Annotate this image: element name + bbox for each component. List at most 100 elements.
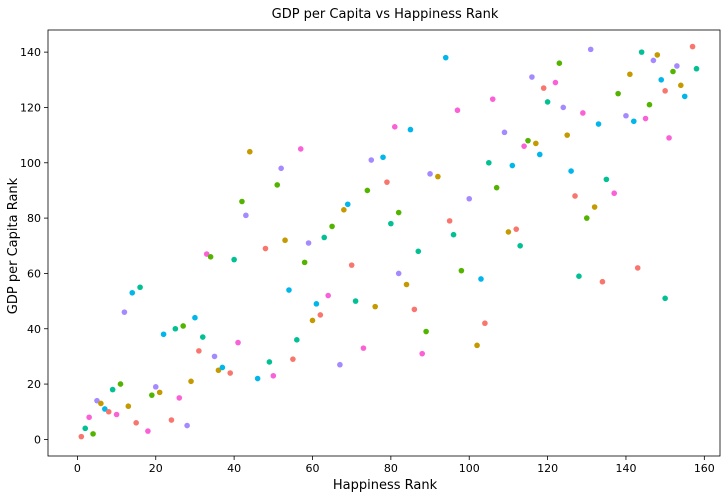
data-point — [403, 281, 410, 288]
x-tick-label: 0 — [74, 462, 81, 475]
data-point — [391, 124, 398, 130]
data-point — [474, 342, 480, 349]
data-point — [286, 287, 292, 293]
y-tick-label: 140 — [20, 46, 41, 59]
data-point — [317, 312, 324, 318]
data-point — [352, 298, 359, 304]
data-point — [282, 237, 288, 244]
data-point — [82, 425, 89, 432]
data-point — [211, 353, 218, 360]
data-point — [576, 273, 582, 279]
data-point — [509, 162, 516, 169]
x-tick-label: 80 — [384, 462, 398, 475]
data-point — [149, 392, 155, 398]
data-point — [486, 159, 492, 166]
data-point — [501, 129, 508, 136]
data-point — [196, 348, 202, 354]
data-point — [646, 101, 653, 108]
data-point — [290, 356, 296, 362]
data-point — [650, 57, 657, 64]
data-point — [560, 104, 567, 111]
x-tick-label: 20 — [149, 462, 163, 475]
data-point — [243, 212, 249, 219]
data-point — [176, 395, 183, 401]
data-point — [689, 43, 696, 50]
data-point — [160, 331, 167, 338]
y-tick-label: 100 — [20, 157, 41, 170]
data-point — [583, 215, 590, 221]
data-point — [305, 240, 312, 246]
data-point — [117, 381, 124, 387]
data-point — [109, 386, 116, 393]
data-point — [591, 204, 598, 210]
x-axis-title: Happiness Rank — [333, 478, 438, 493]
data-point — [458, 267, 465, 274]
y-tick-label: 120 — [20, 101, 41, 114]
data-point — [427, 171, 433, 177]
data-point — [368, 157, 375, 163]
data-point — [168, 417, 175, 423]
data-point — [266, 359, 273, 365]
data-point — [380, 154, 386, 161]
data-point — [536, 151, 543, 158]
data-point — [309, 317, 316, 324]
data-point — [556, 60, 563, 66]
data-point — [94, 397, 100, 404]
plot-area: 0 20 40 60 80 100 120 140 160 0 20 40 60 80 100 120 140 — [20, 29, 721, 475]
data-point — [529, 74, 535, 80]
data-point — [666, 135, 672, 141]
data-point — [184, 422, 190, 429]
plot-frame — [47, 29, 721, 457]
data-point — [145, 428, 151, 434]
data-point — [102, 406, 108, 412]
data-point — [454, 107, 461, 114]
data-point — [521, 143, 527, 149]
data-point — [313, 301, 320, 307]
data-point — [587, 46, 594, 53]
data-point — [595, 121, 602, 127]
data-point — [693, 65, 700, 72]
data-point — [98, 400, 104, 407]
data-point — [348, 262, 355, 268]
data-point — [203, 251, 210, 257]
data-point — [505, 229, 512, 235]
data-point — [341, 207, 347, 213]
data-point — [446, 218, 453, 224]
data-point — [395, 209, 402, 216]
data-point — [615, 90, 621, 97]
data-point — [274, 182, 281, 188]
data-point — [329, 223, 335, 230]
data-point — [658, 76, 665, 83]
data-point — [325, 292, 331, 299]
data-point — [227, 370, 234, 376]
data-point — [90, 431, 96, 437]
data-point — [364, 187, 371, 194]
chart-title: GDP per Capita vs Happiness Rank — [272, 7, 499, 22]
x-tick-label: 100 — [459, 462, 480, 475]
data-point — [113, 411, 120, 418]
data-point — [642, 115, 649, 122]
data-point — [192, 314, 198, 321]
data-point — [105, 408, 112, 415]
data-point — [301, 259, 308, 266]
data-point — [568, 168, 574, 174]
data-point — [337, 361, 343, 368]
data-point — [395, 270, 402, 277]
y-axis-title: GDP per Capita Rank — [6, 177, 21, 314]
y-tick-label: 60 — [27, 267, 41, 280]
data-point — [199, 334, 206, 340]
data-point — [517, 242, 523, 249]
data-point — [137, 284, 143, 291]
data-point — [270, 372, 277, 379]
data-point — [482, 320, 488, 327]
data-point — [235, 339, 241, 346]
x-tick-label: 160 — [694, 462, 715, 475]
data-point — [466, 195, 473, 202]
data-point — [603, 176, 610, 183]
x-tick-label: 40 — [227, 462, 241, 475]
data-point — [180, 323, 186, 329]
data-point — [662, 295, 668, 302]
data-point — [611, 190, 618, 197]
